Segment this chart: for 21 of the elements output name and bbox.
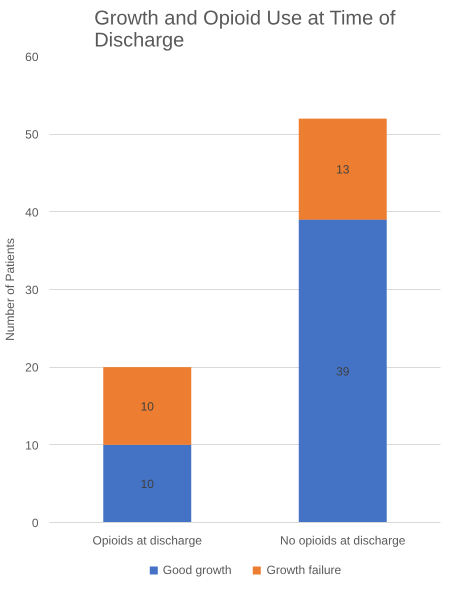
legend-label: Good growth: [162, 563, 232, 577]
y-axis-title: Number of Patients: [3, 238, 18, 341]
bar: [103, 444, 192, 522]
y-tick-label: 20: [25, 360, 39, 375]
x-tick-label: No opioids at discharge: [280, 534, 406, 548]
legend-label: Growth failure: [266, 563, 342, 577]
data-label: 13: [336, 162, 350, 177]
data-label: 10: [140, 400, 154, 414]
y-tick-label: 30: [25, 283, 39, 297]
chart-title: Growth and Opioid Use at Time of Discharge: [94, 8, 396, 52]
bar: [298, 220, 387, 522]
x-tick-label: Opioids at discharge: [92, 534, 202, 548]
y-tick-label: 60: [25, 50, 39, 64]
data-label: 10: [140, 477, 154, 492]
data-label: 39: [336, 364, 350, 379]
bar: [103, 367, 192, 445]
y-tick-label: 0: [32, 516, 39, 530]
y-tick-label: 50: [25, 128, 39, 142]
y-tick-label: 10: [25, 438, 39, 452]
y-tick-label: 40: [25, 205, 39, 220]
bar: [298, 118, 387, 220]
